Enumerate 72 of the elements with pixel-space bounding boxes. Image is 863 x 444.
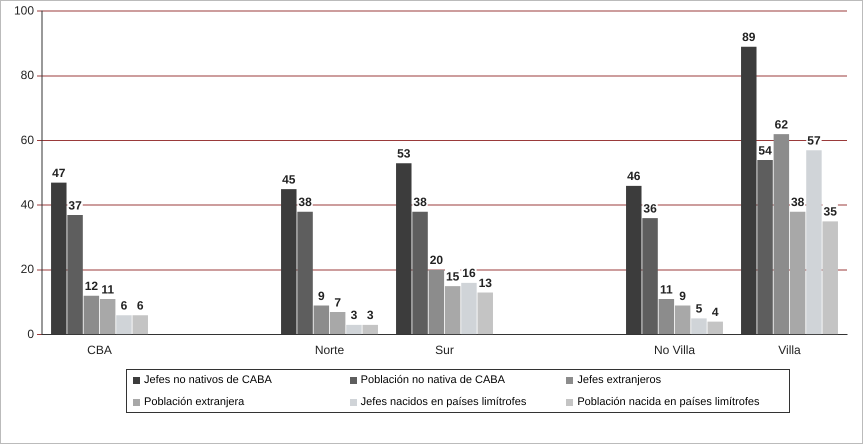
data-label: 45: [282, 172, 296, 186]
data-label: 4: [712, 304, 719, 319]
data-label: 9: [679, 288, 686, 303]
bar: [790, 212, 806, 334]
bar: [297, 212, 313, 334]
bar: [314, 305, 330, 334]
x-tick-label: CBA: [87, 343, 112, 358]
x-tick-label: Norte: [314, 343, 345, 358]
data-label: 13: [478, 276, 492, 290]
data-label: 89: [742, 30, 756, 44]
bar: [412, 212, 428, 334]
data-label: 46: [627, 169, 641, 184]
bar: [707, 322, 723, 334]
x-tick-label: Villa: [778, 343, 802, 358]
data-label: 9: [318, 288, 326, 303]
bar: [658, 299, 674, 334]
bar: [116, 315, 132, 334]
y-tick-label: 100: [14, 4, 34, 18]
y-tick-label: 20: [20, 262, 34, 276]
bar: [346, 324, 362, 334]
data-label: 20: [430, 253, 444, 268]
bar: [444, 286, 460, 334]
data-label: 35: [824, 204, 838, 219]
data-label: 12: [84, 279, 98, 294]
bar: [642, 218, 658, 334]
data-label: 11: [660, 282, 674, 296]
data-label: 38: [413, 195, 428, 210]
bar: [674, 305, 690, 334]
legend-label: Población nacida en países limítrofes: [577, 396, 760, 408]
data-label: 6: [120, 298, 128, 313]
bar: [478, 292, 493, 334]
legend-label: Jefes nacidos en países limítrofes: [360, 396, 526, 408]
legend-label: Jefes extranjeros: [577, 374, 662, 386]
data-label: 62: [774, 117, 788, 132]
data-label: 54: [758, 143, 772, 158]
y-tick-label: 0: [27, 326, 34, 341]
data-label: 11: [101, 282, 114, 296]
bar: [461, 282, 477, 334]
data-label: 15: [446, 269, 460, 284]
x-tick-label: Sur: [435, 343, 454, 358]
data-label: 53: [397, 146, 411, 161]
y-tick-label: 60: [20, 132, 34, 147]
legend-label: Población no nativa de CABA: [360, 374, 505, 386]
data-label: 38: [790, 195, 805, 210]
bar: [84, 296, 100, 334]
data-label: 38: [298, 195, 312, 210]
y-tick-label: 80: [20, 68, 34, 82]
bar: [806, 150, 822, 334]
data-label: 16: [462, 266, 476, 280]
data-label: 3: [350, 308, 358, 322]
bar: [691, 318, 707, 334]
legend-label: Jefes no nativos de CABA: [144, 374, 272, 386]
data-label: 47: [52, 166, 66, 180]
bar: [822, 221, 838, 334]
bar: [330, 312, 346, 334]
bar: [362, 324, 378, 334]
bar: [774, 134, 790, 334]
data-label: 37: [68, 198, 82, 212]
bar: [100, 299, 116, 334]
data-label: 57: [807, 134, 821, 148]
data-label: 6: [136, 298, 144, 313]
legend-label: Población extranjera: [144, 396, 244, 408]
bar: [757, 160, 773, 334]
bar: [132, 315, 148, 334]
data-label: 36: [643, 201, 658, 216]
y-tick-label: 40: [20, 198, 34, 212]
bar: [67, 214, 83, 334]
bar: [428, 270, 444, 334]
x-tick-label: No Villa: [654, 343, 696, 358]
data-label: 3: [366, 308, 374, 322]
data-label: 7: [334, 295, 342, 310]
data-label: 5: [696, 302, 703, 316]
